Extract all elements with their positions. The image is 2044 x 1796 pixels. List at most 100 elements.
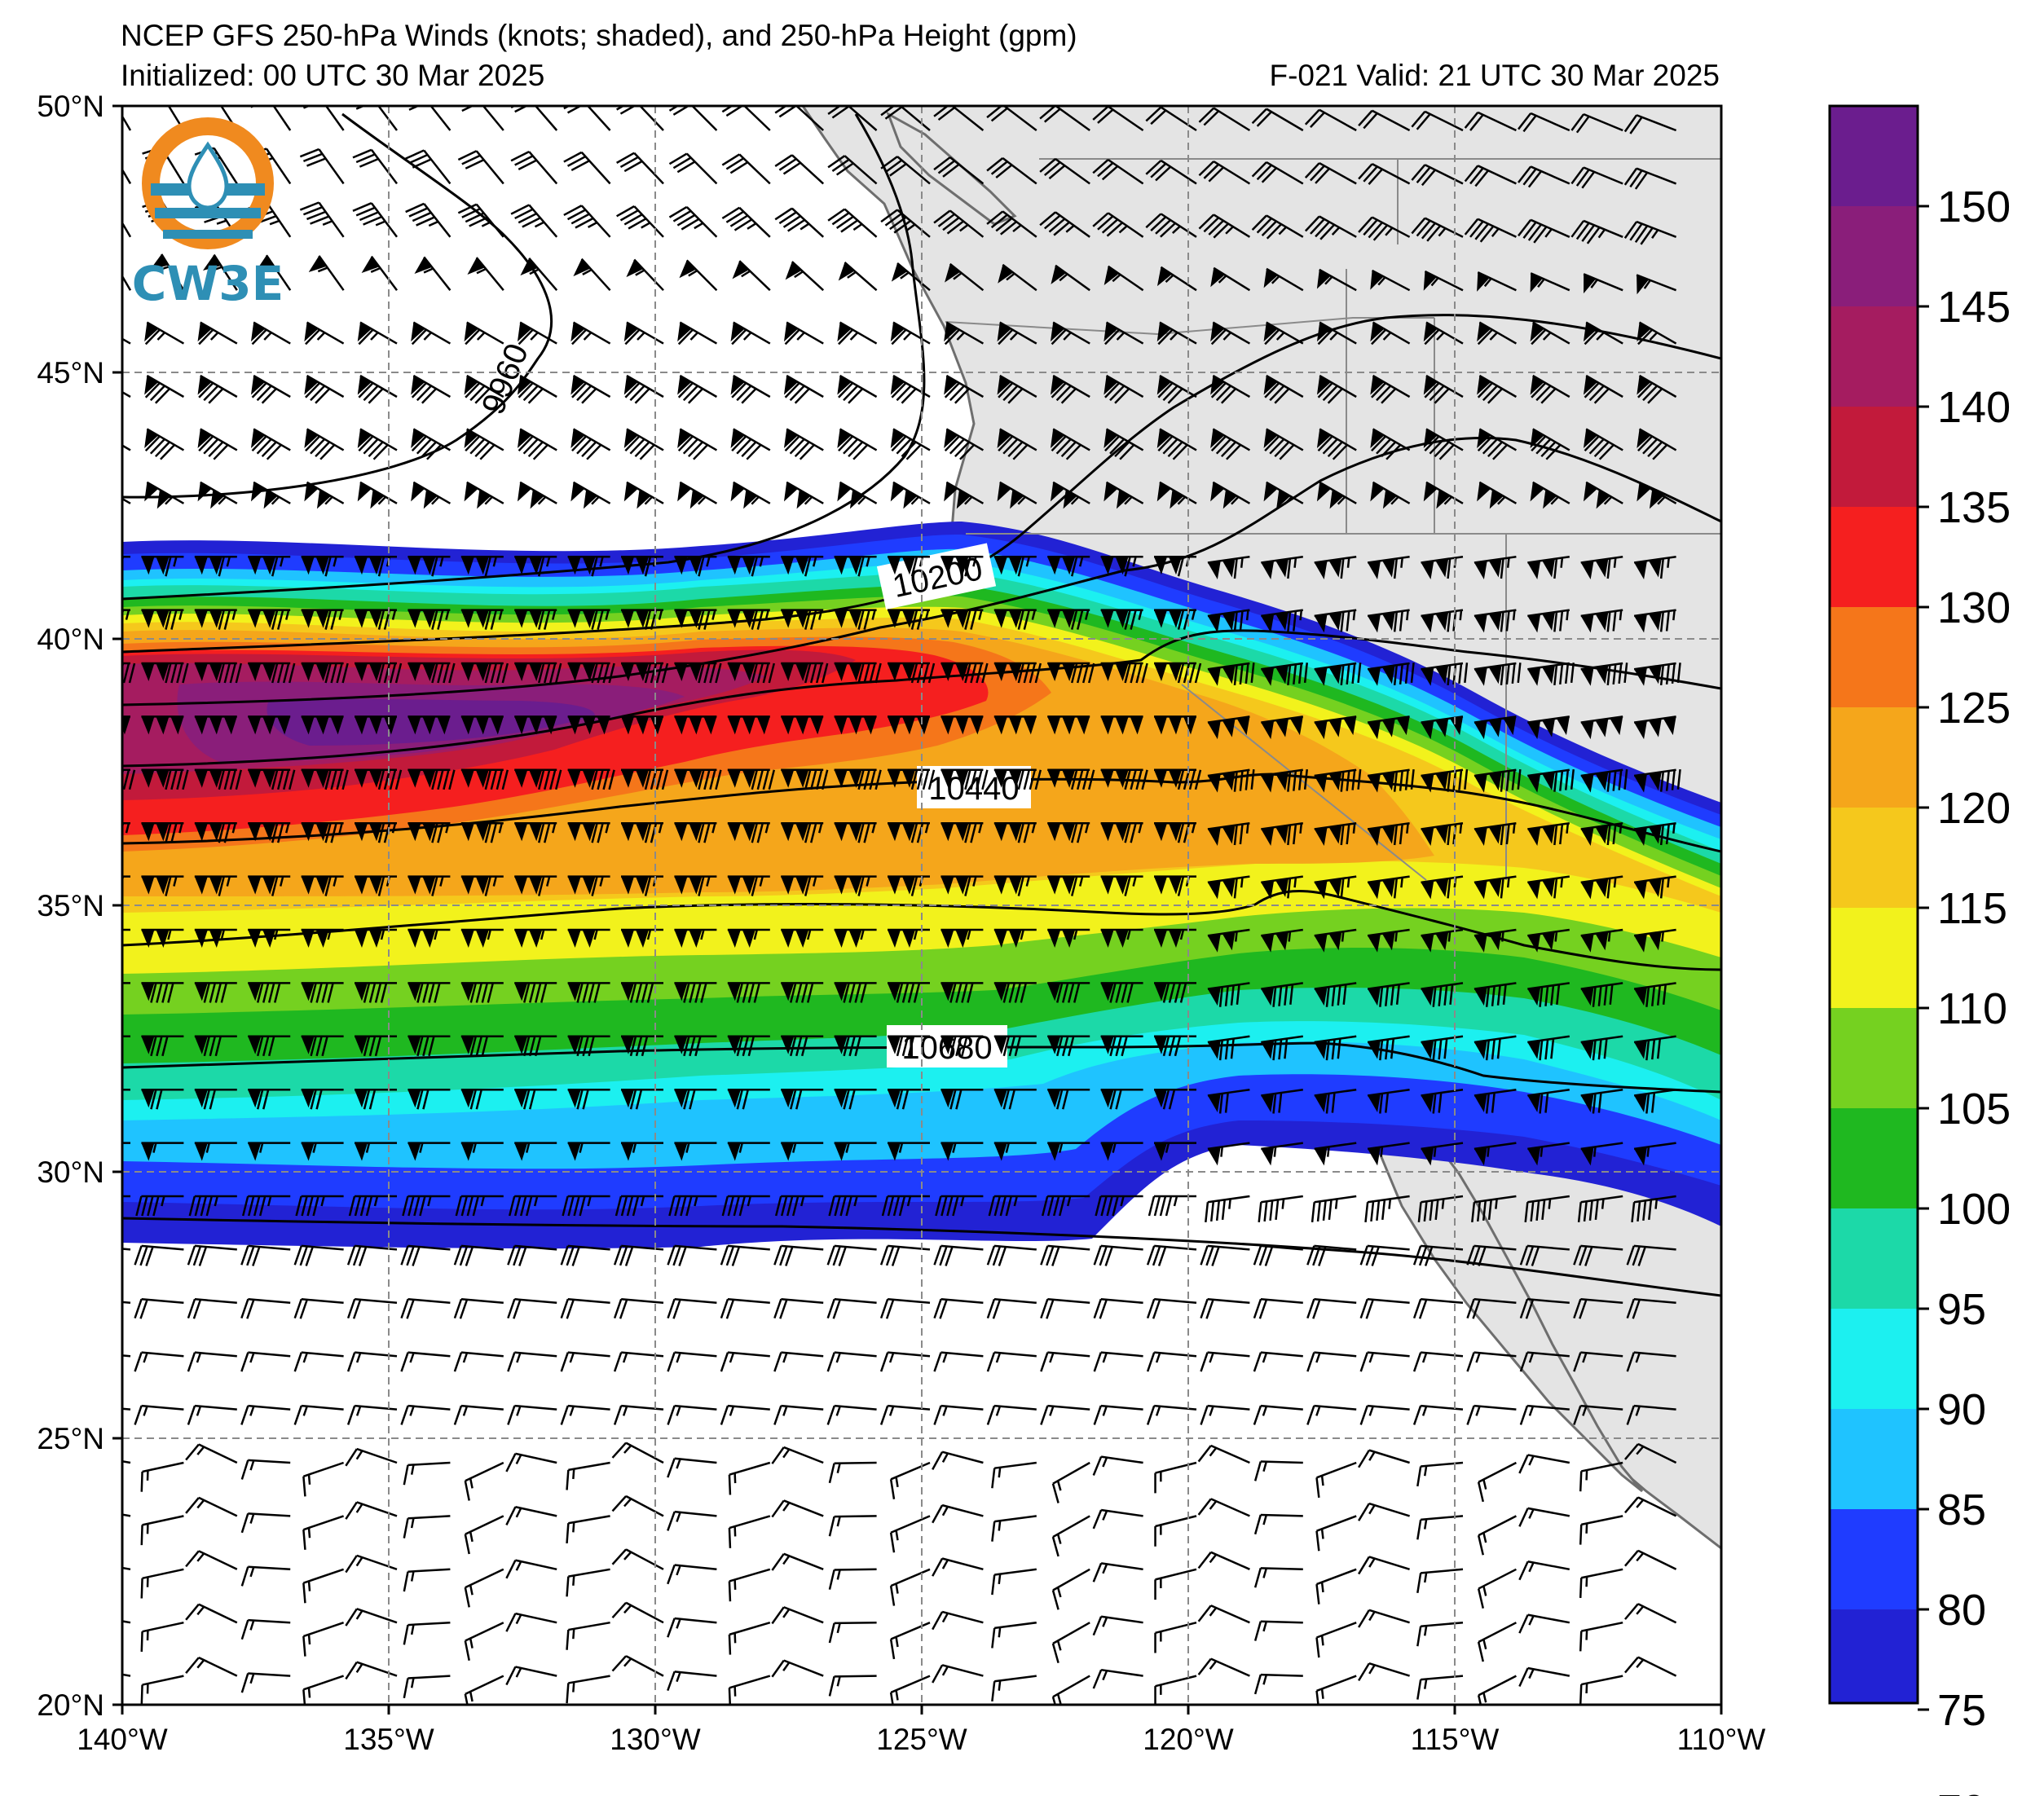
wind-barb bbox=[837, 481, 878, 509]
colorbar-tick-label: 100 bbox=[1937, 1185, 2011, 1234]
wind-barb bbox=[407, 715, 451, 735]
wind-barb bbox=[773, 1298, 824, 1319]
wind-barb bbox=[1633, 1142, 1676, 1166]
wind-barb bbox=[1261, 1142, 1303, 1166]
wind-barb bbox=[1530, 374, 1570, 404]
wind-barb bbox=[1207, 1035, 1250, 1061]
lat-label: 50°N bbox=[37, 90, 104, 123]
wind-barb bbox=[1580, 662, 1628, 686]
wind-barb bbox=[1477, 321, 1518, 346]
wind-barb bbox=[517, 374, 557, 404]
wind-barb bbox=[998, 263, 1037, 292]
wind-barb bbox=[1518, 1560, 1570, 1581]
wind-barb bbox=[677, 321, 718, 346]
wind-barb bbox=[889, 1675, 931, 1705]
wind-barb bbox=[838, 262, 878, 292]
wind-barb bbox=[1314, 821, 1357, 846]
wind-barb bbox=[1154, 1621, 1197, 1653]
wind-barb bbox=[774, 1195, 824, 1217]
wind-barb bbox=[1092, 1508, 1143, 1530]
wind-barb bbox=[407, 1035, 451, 1057]
wind-barb bbox=[1207, 1088, 1250, 1114]
wind-barb bbox=[1316, 481, 1357, 509]
wind-barb bbox=[352, 202, 398, 238]
wind-barb bbox=[1423, 481, 1464, 509]
wind-barb bbox=[1579, 1461, 1623, 1492]
wind-barb bbox=[616, 152, 664, 185]
wind-barb bbox=[414, 256, 452, 291]
wind-barb bbox=[505, 1452, 557, 1472]
wind-barb bbox=[407, 875, 451, 896]
wind-barb bbox=[1253, 1620, 1303, 1641]
wind-barb bbox=[727, 609, 770, 630]
wind-barb bbox=[941, 555, 984, 577]
wind-barb bbox=[1527, 875, 1570, 900]
wind-barb bbox=[720, 1298, 770, 1319]
wind-barb bbox=[944, 428, 985, 460]
wind-barb bbox=[403, 1621, 451, 1645]
wind-barb bbox=[1367, 555, 1410, 579]
wind-barb bbox=[407, 609, 451, 630]
wind-barb bbox=[611, 1548, 664, 1570]
wind-barb bbox=[140, 1461, 184, 1492]
wind-barb bbox=[514, 609, 557, 630]
wind-barb bbox=[1093, 1244, 1143, 1266]
wind-barb bbox=[1633, 875, 1676, 900]
wind-barb bbox=[1624, 1603, 1677, 1624]
wind-barb bbox=[1093, 1351, 1143, 1372]
wind-barb bbox=[781, 982, 824, 1003]
wind-barb bbox=[623, 428, 664, 460]
wind-barb bbox=[194, 928, 237, 948]
wind-barb bbox=[187, 1404, 237, 1425]
wind-barb bbox=[122, 106, 132, 131]
wind-barb bbox=[1253, 1460, 1303, 1481]
wind-barb bbox=[1358, 1502, 1410, 1521]
wind-barb bbox=[1527, 662, 1575, 686]
wind-barb bbox=[1474, 768, 1522, 793]
wind-barb bbox=[1518, 218, 1570, 244]
wind-barb bbox=[1623, 114, 1677, 134]
wind-barb bbox=[514, 982, 557, 1003]
wind-barb bbox=[837, 374, 878, 404]
wind-barb bbox=[345, 1501, 398, 1520]
wind-barb bbox=[674, 821, 717, 843]
wind-barb bbox=[1100, 768, 1148, 790]
lon-label: 110°W bbox=[1677, 1723, 1766, 1756]
wind-barb bbox=[185, 1550, 238, 1570]
wind-barb bbox=[1198, 107, 1251, 132]
wind-barb bbox=[730, 321, 771, 346]
wind-barb bbox=[293, 1244, 344, 1266]
wind-barb bbox=[1146, 1298, 1197, 1319]
wind-barb bbox=[1367, 1142, 1410, 1166]
wind-barb bbox=[1421, 875, 1464, 900]
wind-barb bbox=[611, 1442, 664, 1464]
wind-barb bbox=[1477, 1622, 1517, 1662]
wind-barb bbox=[1251, 161, 1304, 185]
wind-barb bbox=[781, 715, 824, 735]
wind-barb bbox=[1050, 321, 1090, 346]
wind-barb bbox=[573, 258, 611, 292]
wind-barb bbox=[467, 257, 504, 291]
wind-barb bbox=[1421, 1035, 1464, 1061]
wind-barb bbox=[301, 1142, 344, 1161]
wind-barb bbox=[1263, 481, 1304, 509]
wind-barb bbox=[1207, 662, 1255, 686]
wind-barb bbox=[194, 875, 237, 896]
wind-barb bbox=[1367, 821, 1410, 846]
wind-barb bbox=[1579, 1675, 1623, 1705]
wind-barb bbox=[1197, 1657, 1250, 1677]
wind-barb bbox=[834, 982, 877, 1003]
wind-barb bbox=[727, 768, 776, 790]
wind-barb bbox=[141, 982, 184, 1003]
wind-barb bbox=[1198, 160, 1251, 185]
wind-barb bbox=[293, 1404, 344, 1425]
wind-barb bbox=[941, 715, 984, 735]
wind-barb bbox=[185, 1443, 238, 1464]
wind-barb bbox=[1092, 1615, 1143, 1636]
wind-barb bbox=[1253, 1567, 1303, 1588]
wind-barb bbox=[134, 1404, 184, 1425]
wind-barb bbox=[293, 1298, 344, 1319]
wind-barb bbox=[1474, 1088, 1517, 1114]
wind-barb bbox=[1314, 928, 1357, 953]
wind-barb bbox=[560, 1351, 610, 1372]
